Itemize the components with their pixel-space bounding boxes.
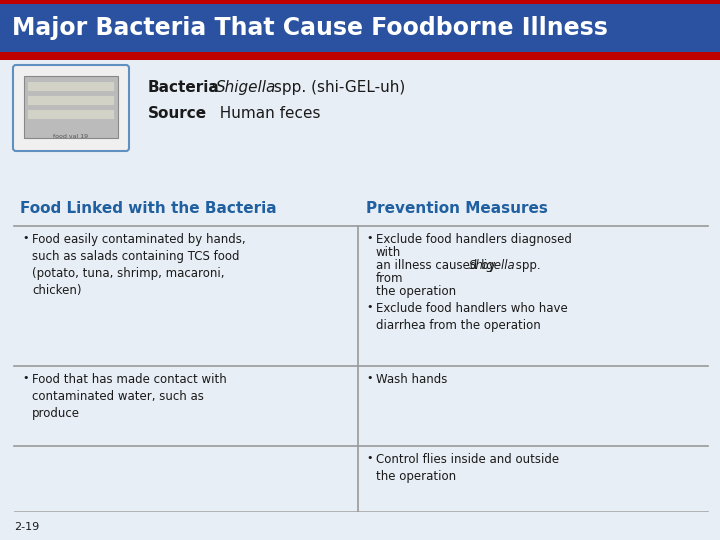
Text: :: : xyxy=(210,80,215,95)
Text: •: • xyxy=(366,233,372,243)
Text: Control flies inside and outside
the operation: Control flies inside and outside the ope… xyxy=(376,453,559,483)
FancyBboxPatch shape xyxy=(0,0,720,4)
Text: the operation: the operation xyxy=(376,285,456,298)
Text: Wash hands: Wash hands xyxy=(376,373,447,386)
Text: Shigella: Shigella xyxy=(469,259,516,272)
FancyBboxPatch shape xyxy=(28,82,114,91)
FancyBboxPatch shape xyxy=(0,52,720,60)
Text: •: • xyxy=(366,302,372,312)
Text: Food that has made contact with
contaminated water, such as
produce: Food that has made contact with contamin… xyxy=(32,373,227,420)
Text: Exclude food handlers who have
diarrhea from the operation: Exclude food handlers who have diarrhea … xyxy=(376,302,568,332)
Text: an illness caused by: an illness caused by xyxy=(376,259,500,272)
Text: Food Linked with the Bacteria: Food Linked with the Bacteria xyxy=(20,201,276,216)
Text: •: • xyxy=(366,373,372,383)
Text: with: with xyxy=(376,246,401,259)
FancyBboxPatch shape xyxy=(28,96,114,105)
FancyBboxPatch shape xyxy=(0,4,720,52)
Text: Exclude food handlers diagnosed: Exclude food handlers diagnosed xyxy=(376,233,572,246)
Text: Food easily contaminated by hands,
such as salads containing TCS food
(potato, t: Food easily contaminated by hands, such … xyxy=(32,233,246,297)
Text: 2-19: 2-19 xyxy=(14,522,40,532)
Text: Source: Source xyxy=(148,106,207,121)
FancyBboxPatch shape xyxy=(24,76,118,138)
Text: :   Human feces: : Human feces xyxy=(200,106,320,121)
Text: Major Bacteria That Cause Foodborne Illness: Major Bacteria That Cause Foodborne Illn… xyxy=(12,16,608,40)
Text: •: • xyxy=(22,373,29,383)
Text: spp.: spp. xyxy=(512,259,541,272)
Text: Prevention Measures: Prevention Measures xyxy=(366,201,548,216)
Text: spp. (shi-GEL-uh): spp. (shi-GEL-uh) xyxy=(269,80,405,95)
Text: •: • xyxy=(366,453,372,463)
Text: food val 19: food val 19 xyxy=(53,133,89,138)
FancyBboxPatch shape xyxy=(28,110,114,119)
Text: from: from xyxy=(376,272,403,285)
Text: •: • xyxy=(22,233,29,243)
Text: Bacteria: Bacteria xyxy=(148,80,220,95)
Text: Shigella: Shigella xyxy=(216,80,276,95)
FancyBboxPatch shape xyxy=(13,65,129,151)
